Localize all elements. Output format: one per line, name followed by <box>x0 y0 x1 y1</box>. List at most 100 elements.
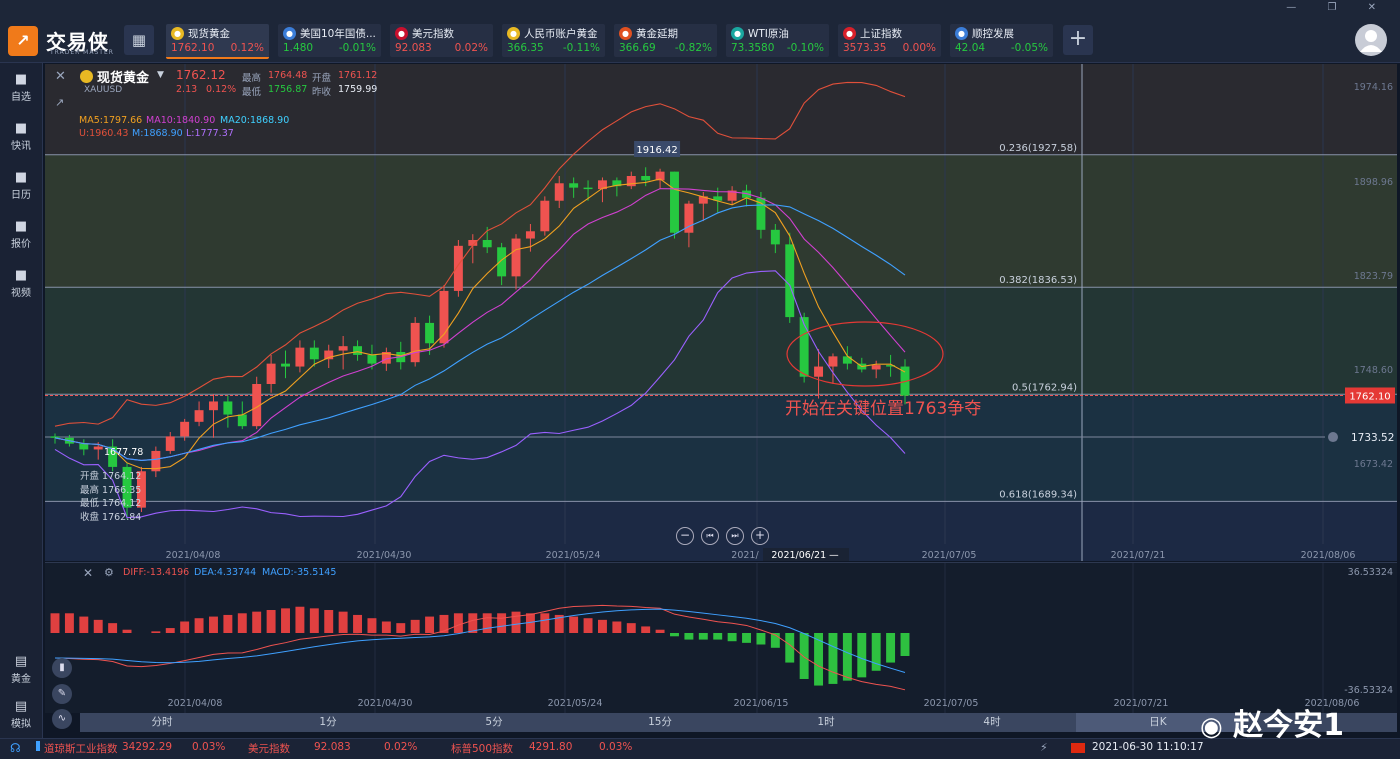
ma10-label: MA10:1840.90 <box>146 115 216 126</box>
status-bar <box>0 738 1400 759</box>
candle <box>886 365 896 367</box>
scroll-right-button[interactable]: ⏭ <box>726 527 744 545</box>
timeframe-6[interactable]: 日K <box>1076 713 1240 732</box>
instrument-change-pct: 0.12% <box>206 84 237 95</box>
timeframe-1[interactable]: 1分 <box>319 716 337 728</box>
macd-bar <box>50 613 60 633</box>
sidebar-item-0[interactable]: ■ 自选 <box>0 72 42 103</box>
grid-menu-button[interactable]: ▦ <box>124 25 154 55</box>
us-flag-icon: ● <box>395 27 408 40</box>
timeframe-4[interactable]: 1时 <box>817 716 835 728</box>
macd-bar <box>770 633 780 648</box>
close-macd-icon[interactable]: ✕ <box>83 566 94 580</box>
ticker-1[interactable]: ● 美国10年国债... 1.480 -0.01% <box>278 24 381 57</box>
status-index-name[interactable]: 美元指数 <box>248 743 290 755</box>
ticker-name: 黄金延期 <box>636 28 678 40</box>
macd-dea-label: DEA:4.33744 <box>194 567 257 578</box>
status-datetime: 2021-06-30 11:10:17 <box>1092 741 1204 753</box>
crosshair-date-box <box>763 548 849 562</box>
candle <box>482 240 492 248</box>
ticker-5[interactable]: ● WTI原油 73.3580 -0.10% <box>726 24 829 57</box>
status-index-name[interactable]: 标普500指数 <box>451 743 514 755</box>
alert-price: 1733.52 <box>1351 432 1394 444</box>
macd-bar <box>353 614 363 633</box>
draw-tool-icon[interactable]: ↗ <box>55 96 65 109</box>
ticker-2[interactable]: ● 美元指数 92.083 0.02% <box>390 24 493 57</box>
close-chart-icon[interactable]: ✕ <box>55 69 66 84</box>
candle <box>281 363 290 367</box>
watermark: ◉ 赵今安1 <box>1200 708 1345 743</box>
china-flag-icon <box>1071 743 1085 753</box>
timeframe-2[interactable]: 5分 <box>485 716 503 728</box>
timeframe-3[interactable]: 15分 <box>648 716 672 728</box>
status-index-price: 4291.80 <box>529 741 573 753</box>
line-tool-icon[interactable]: ∿ <box>52 709 72 729</box>
window-controls[interactable]: — ❐ ✕ <box>1286 2 1390 13</box>
status-index-change: 0.02% <box>384 741 418 753</box>
ticker-4[interactable]: ● 黄金延期 366.69 -0.82% <box>614 24 717 57</box>
headset-icon[interactable]: ☊ <box>10 741 21 755</box>
band-top <box>45 64 1397 155</box>
candle <box>439 290 449 344</box>
macd-bar <box>799 633 809 679</box>
sidebar-item-1[interactable]: ■ 快讯 <box>0 121 42 152</box>
boll-lower-label: L:1777.37 <box>186 128 234 139</box>
macd-bar <box>396 623 406 633</box>
macd-bar <box>281 608 290 633</box>
user-avatar[interactable] <box>1355 24 1387 56</box>
ma5-label: MA5:1797.66 <box>79 115 143 126</box>
instrument-price: 1762.12 <box>176 68 226 82</box>
indicator-icon[interactable]: ▮ <box>52 658 72 678</box>
x-axis-label: 2021/ <box>731 550 759 561</box>
sidebar-item-4[interactable]: ■ 视频 <box>0 268 42 299</box>
macd-chart: 36.53324 -36.53324 2021/04/08 2021/04/30 202… <box>50 563 1393 713</box>
ticker-7[interactable]: ● 顺控发展 42.04 -0.05% <box>950 24 1053 57</box>
zoom-out-button[interactable]: − <box>676 527 694 545</box>
sidebar-bottom-item-0[interactable]: ▤ 黄金 <box>0 654 42 685</box>
macd-bar <box>165 628 175 633</box>
news-icon: ■ <box>14 121 28 136</box>
macd-diff-label: DIFF:-13.4196 <box>123 567 190 578</box>
macd-bar <box>108 623 118 633</box>
scroll-left-button[interactable]: ⏮ <box>701 527 719 545</box>
calendar-icon: ■ <box>14 170 28 185</box>
shanghai-exchange-icon: ● <box>619 27 632 40</box>
status-index-name[interactable]: 道琼斯工业指数 <box>44 743 118 755</box>
macd-panel[interactable]: 36.53324 -36.53324 2021/04/08 2021/04/30 202… <box>45 562 1397 713</box>
timeframe-0[interactable]: 分时 <box>151 716 173 728</box>
candlestick-chart[interactable]: 0.236(1927.58) 0.382(1836.53) 0.5(1762.94)… <box>45 64 1397 562</box>
candle <box>511 238 521 277</box>
ticker-6[interactable]: ● 上证指数 3573.35 0.00% <box>838 24 941 57</box>
ticker-0[interactable]: ● 现货黄金 1762.10 0.12% <box>166 24 269 59</box>
user-icon <box>1360 30 1382 52</box>
macd-x-label: 2021/07/05 <box>924 698 979 709</box>
ma20-line <box>54 204 906 462</box>
candle <box>799 317 809 377</box>
ma10-line <box>54 188 906 462</box>
macd-x-label: 2021/07/21 <box>1114 698 1169 709</box>
ticker-3[interactable]: ● 人民币账户黄金 366.35 -0.11% <box>502 24 605 57</box>
timeframe-bar <box>80 713 1397 732</box>
sidebar-item-3[interactable]: ■ 报价 <box>0 219 42 250</box>
candle <box>252 384 262 427</box>
fib-label: 0.236(1927.58) <box>999 143 1077 154</box>
zoom-in-button[interactable]: + <box>751 527 769 545</box>
x-axis-label: 2021/05/24 <box>546 550 601 561</box>
pen-icon[interactable]: ✎ <box>52 684 72 704</box>
macd-bar <box>554 614 564 633</box>
add-ticker-button[interactable]: + <box>1063 25 1093 55</box>
app-logo-icon: ↗ <box>8 26 38 56</box>
sidebar-item-2[interactable]: ■ 日历 <box>0 170 42 201</box>
settings-icon[interactable]: ⚙ <box>104 566 114 579</box>
candle <box>785 244 795 318</box>
sidebar-bottom-item-1[interactable]: ▤ 模拟 <box>0 699 42 730</box>
instrument-name[interactable]: 现货黄金 <box>97 71 150 86</box>
chevron-down-icon[interactable]: ▼ <box>157 70 164 80</box>
macd-bar <box>785 633 795 663</box>
timeframe-5[interactable]: 4时 <box>983 716 1001 728</box>
main-chart-panel[interactable]: 0.236(1927.58) 0.382(1836.53) 0.5(1762.94)… <box>45 64 1397 562</box>
sidebar-label: 视频 <box>11 288 31 299</box>
boll-mid-label: M:1868.90 <box>132 128 183 139</box>
price-axis-label: 1823.79 <box>1354 271 1393 282</box>
macd-bar <box>641 626 651 633</box>
